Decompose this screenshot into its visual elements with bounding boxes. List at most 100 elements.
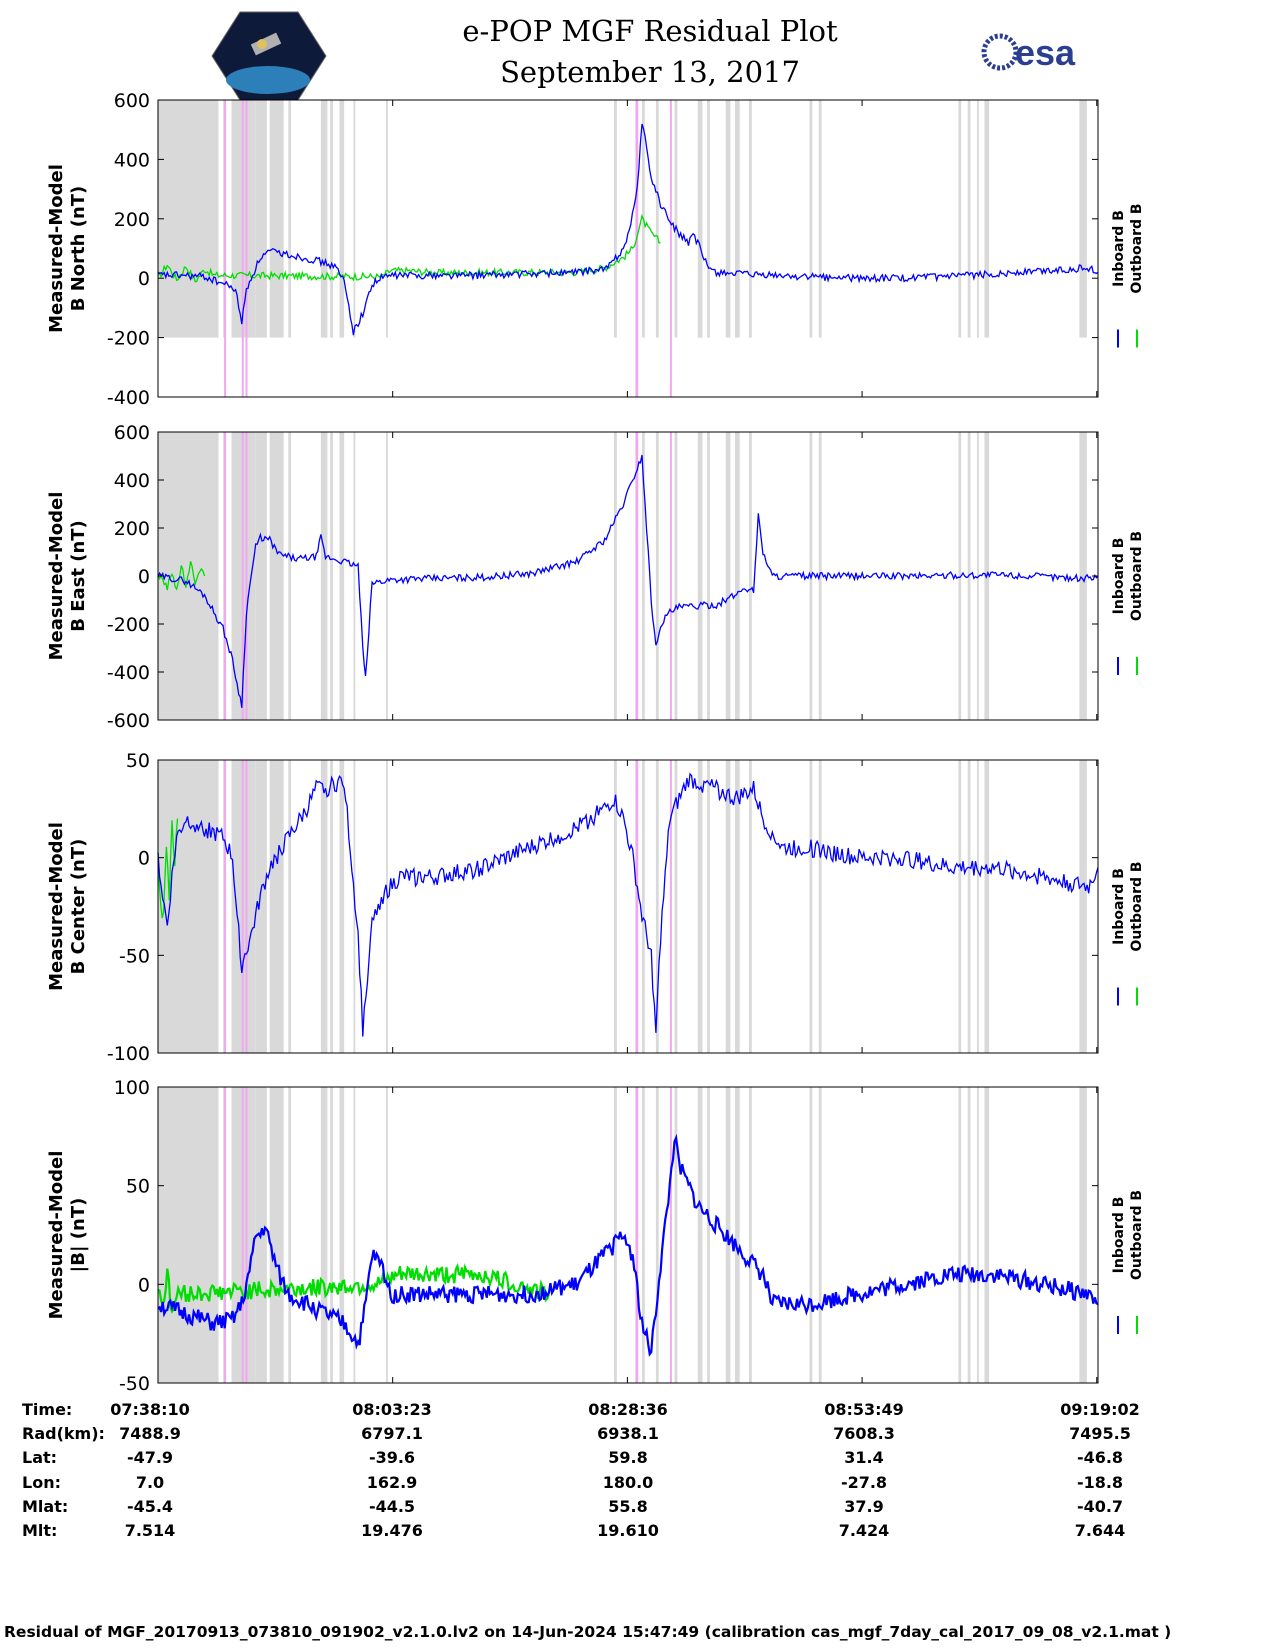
legend-inboard-label: Inboard B (1111, 1197, 1127, 1274)
y-tick-label: 0 (138, 1274, 150, 1296)
event-band (669, 100, 672, 397)
data-gap-band (614, 100, 617, 338)
data-gap-band (674, 760, 678, 1053)
y-tick-label: 200 (114, 209, 150, 231)
table-row-label: Mlat: (22, 1497, 69, 1516)
table-cell: -46.8 (1076, 1448, 1124, 1467)
legend: Inboard B Outboard B (1111, 861, 1145, 951)
data-gap-band (1079, 760, 1087, 1053)
data-gap-band (697, 432, 703, 720)
event-band (241, 100, 244, 397)
data-gap-band (725, 760, 731, 1053)
y-tick-label: 100 (114, 1077, 150, 1099)
data-gap-band (339, 760, 345, 1053)
data-gap-band (984, 1087, 990, 1383)
panel-4: -50 0 50 100 Measured-Model|B| (nT) Inboard B… (46, 1077, 1145, 1395)
data-gap-band (977, 100, 979, 338)
data-gap-band (158, 760, 212, 1053)
table-cell: -47.9 (126, 1448, 174, 1467)
table-cell: 7.644 (1074, 1521, 1126, 1540)
data-gap-band (735, 100, 740, 338)
event-band (224, 432, 227, 720)
table-cell: 6938.1 (597, 1424, 659, 1443)
table-cell: -39.6 (368, 1448, 416, 1467)
event-band (669, 432, 672, 720)
table-cell: 7608.3 (833, 1424, 895, 1443)
data-gap-band (748, 100, 752, 338)
esa-logo-text: esa (1015, 32, 1076, 73)
table-cell: 08:28:36 (588, 1400, 668, 1419)
event-band (635, 1087, 639, 1383)
legend-outboard-label: Outboard B (1129, 531, 1145, 621)
y-tick-label: 400 (114, 149, 150, 171)
event-band (241, 760, 244, 1053)
event-band (669, 760, 672, 1053)
table-cell: 162.9 (366, 1473, 418, 1492)
data-gap-band (211, 100, 219, 338)
y-tick-label: 600 (114, 422, 150, 444)
data-gap-band (386, 432, 388, 720)
y-tick-label: 400 (114, 470, 150, 492)
data-gap-band (958, 432, 962, 720)
table-cell: -40.7 (1076, 1497, 1124, 1516)
y-tick-label: -100 (107, 1043, 150, 1065)
event-band (224, 760, 227, 1053)
data-gap-band (211, 1087, 219, 1383)
y-axis-label-line2: B East (nT) (68, 520, 89, 632)
data-gap-band (984, 760, 990, 1053)
data-gap-band (967, 1087, 971, 1383)
plot-title: e-POP MGF Residual Plot (462, 14, 838, 48)
data-gap-band (655, 760, 659, 1053)
inboard-series-line (157, 1133, 1099, 1357)
cassiope-logo (211, 11, 327, 101)
legend: Inboard B Outboard B (1111, 1190, 1145, 1280)
legend: Inboard B Outboard B (1111, 531, 1145, 621)
table-cell: 08:03:23 (352, 1400, 432, 1419)
table-cell: 07:38:10 (110, 1400, 190, 1419)
y-tick-label: -400 (107, 387, 150, 409)
axes-box (157, 759, 1099, 1054)
data-gap-band (641, 432, 645, 720)
data-gap-band (288, 432, 292, 720)
y-axis-label: Measured-Model|B| (nT) (46, 1151, 89, 1320)
table-cell: 7495.5 (1069, 1424, 1131, 1443)
table-cell: 7488.9 (119, 1424, 181, 1443)
data-gap-band (725, 100, 731, 338)
footer-caption: Residual of MGF_20170913_073810_091902_v… (4, 1623, 1172, 1641)
data-gap-band (697, 1087, 703, 1383)
table-cell: -45.4 (126, 1497, 174, 1516)
table-cell: 31.4 (844, 1448, 884, 1467)
y-tick-label: -50 (119, 945, 150, 967)
data-gap-band (1079, 100, 1087, 338)
data-gap-band (339, 1087, 345, 1383)
y-axis-label-line2: B Center (nT) (68, 839, 89, 975)
axes-box (157, 1086, 1099, 1384)
outboard-series-line (157, 1262, 550, 1314)
y-axis-label-line1: Measured-Model (46, 822, 67, 991)
y-tick-label: -200 (107, 614, 150, 636)
y-tick-label: 50 (126, 750, 150, 772)
y-axis-label-line1: Measured-Model (46, 1151, 67, 1320)
event-band (635, 100, 639, 397)
legend-inboard-label: Inboard B (1111, 868, 1127, 945)
data-gap-band (735, 760, 740, 1053)
data-gap-band (339, 100, 345, 338)
data-gap-band (386, 100, 388, 338)
data-gap-band (330, 432, 333, 720)
legend-outboard-label: Outboard B (1129, 861, 1145, 951)
data-gap-band (818, 100, 822, 338)
data-gap-band (707, 100, 710, 338)
data-gap-band (641, 760, 645, 1053)
table-cell: 55.8 (608, 1497, 648, 1516)
y-axis-label-line2: |B| (nT) (68, 1198, 89, 1273)
event-band (224, 1087, 227, 1383)
data-gap-band (707, 1087, 710, 1383)
y-tick-label: -400 (107, 662, 150, 684)
data-gap-band (269, 100, 284, 338)
table-cell: -44.5 (368, 1497, 416, 1516)
inboard-series-line (157, 123, 1099, 336)
data-gap-band (255, 760, 267, 1053)
data-gap-band (353, 432, 356, 720)
event-band (241, 1087, 244, 1383)
